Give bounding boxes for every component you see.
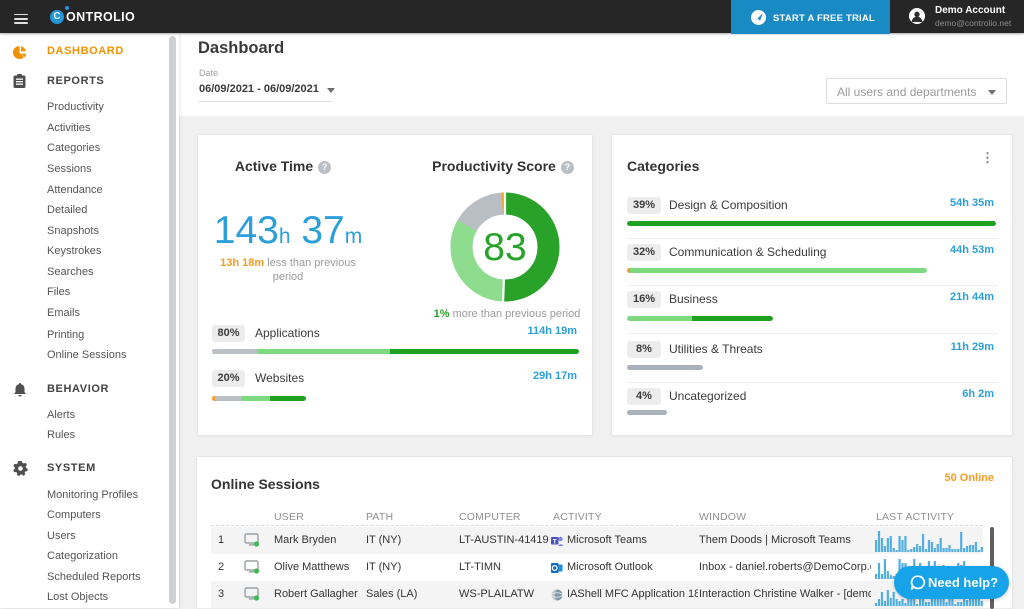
svg-text:83: 83 [483, 226, 526, 269]
svg-text:T: T [553, 538, 557, 545]
